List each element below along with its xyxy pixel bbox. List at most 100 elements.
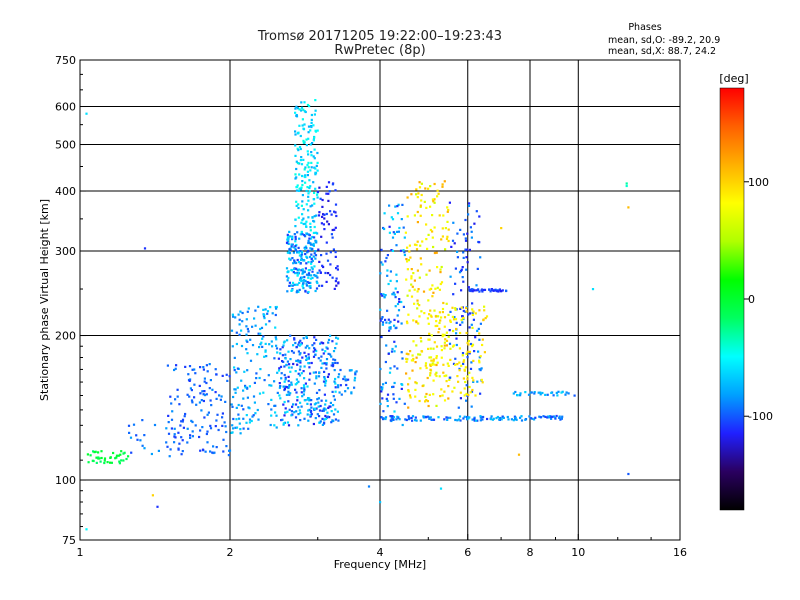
echo-point xyxy=(304,181,307,184)
echo-point xyxy=(410,268,413,271)
echo-point xyxy=(309,205,312,208)
echo-point xyxy=(427,187,430,190)
echo-point xyxy=(454,318,458,321)
echo-point xyxy=(344,390,347,393)
echo-point xyxy=(456,363,459,366)
echo-point xyxy=(95,461,98,464)
echo-point xyxy=(462,256,465,259)
echo-point xyxy=(405,418,408,422)
echo-point xyxy=(381,316,384,319)
echo-point xyxy=(324,379,328,382)
echo-point xyxy=(293,337,296,340)
echo-point xyxy=(253,381,256,384)
echo-point xyxy=(459,323,462,326)
echo-point xyxy=(215,373,218,376)
echo-point xyxy=(432,379,435,382)
echo-point xyxy=(309,281,312,284)
echo-point xyxy=(310,274,313,277)
echo-point xyxy=(383,212,386,215)
echo-point xyxy=(333,228,336,231)
echo-point xyxy=(186,441,189,444)
echo-point xyxy=(300,101,303,104)
echo-point xyxy=(336,361,339,365)
echo-point xyxy=(235,331,238,334)
echo-point xyxy=(233,366,236,369)
echo-point xyxy=(295,267,298,270)
echo-point xyxy=(143,247,147,250)
echo-point xyxy=(199,449,202,452)
echo-point xyxy=(407,415,410,418)
echo-point xyxy=(252,395,256,398)
echo-point xyxy=(302,139,305,142)
echo-point xyxy=(300,204,303,207)
echo-point xyxy=(203,416,206,419)
echo-point xyxy=(274,404,277,407)
echo-point xyxy=(493,289,496,292)
echo-point xyxy=(446,362,449,365)
echo-point xyxy=(424,362,428,365)
echo-point xyxy=(438,327,441,330)
echo-point xyxy=(406,196,409,199)
echo-point xyxy=(287,350,290,353)
echo-point xyxy=(310,151,313,154)
echo-point xyxy=(285,393,288,396)
echo-point xyxy=(283,414,286,417)
echo-point xyxy=(564,393,567,396)
echo-point xyxy=(304,166,307,169)
echo-point xyxy=(286,271,289,274)
echo-point xyxy=(462,359,466,362)
echo-point xyxy=(267,374,270,377)
echo-point xyxy=(303,365,306,368)
echo-point xyxy=(354,373,357,376)
echo-point xyxy=(328,190,331,193)
echo-point xyxy=(390,216,393,219)
echo-point xyxy=(436,195,439,198)
echo-point xyxy=(297,203,300,206)
echo-point xyxy=(306,357,309,360)
echo-point xyxy=(458,347,461,350)
echo-point xyxy=(323,370,326,373)
echo-point xyxy=(291,257,294,260)
echo-point xyxy=(501,415,504,418)
echo-point xyxy=(550,417,553,420)
echo-point xyxy=(324,384,327,387)
echo-point xyxy=(234,316,237,319)
echo-point xyxy=(473,419,476,422)
echo-point xyxy=(470,405,473,408)
echo-point xyxy=(524,391,527,394)
echo-point xyxy=(410,283,413,286)
echo-point xyxy=(295,200,298,203)
echo-point xyxy=(323,393,326,396)
echo-point xyxy=(169,395,172,398)
echo-point xyxy=(298,353,301,356)
echo-point xyxy=(315,375,318,378)
echo-point xyxy=(414,419,417,422)
echo-point xyxy=(544,393,547,396)
echo-point xyxy=(552,415,555,418)
echo-point xyxy=(293,338,296,341)
echo-point xyxy=(310,413,313,416)
echo-point xyxy=(439,282,442,286)
echo-point xyxy=(311,216,314,219)
echo-point xyxy=(384,416,388,419)
echo-point xyxy=(382,383,385,386)
echo-point xyxy=(478,215,481,218)
echo-point xyxy=(284,378,287,381)
echo-point xyxy=(254,412,257,415)
echo-point xyxy=(200,409,203,412)
echo-point xyxy=(445,380,448,383)
echo-point xyxy=(409,350,412,353)
echo-point xyxy=(306,256,309,259)
echo-point xyxy=(296,289,299,292)
echo-point xyxy=(415,193,418,196)
echo-point xyxy=(474,394,477,397)
echo-point xyxy=(451,306,454,309)
echo-point xyxy=(446,418,449,421)
echo-point xyxy=(471,326,474,329)
echo-point xyxy=(299,361,302,364)
echo-point xyxy=(220,395,223,398)
echo-point xyxy=(271,345,274,348)
echo-point xyxy=(443,399,447,402)
echo-point xyxy=(306,398,309,401)
